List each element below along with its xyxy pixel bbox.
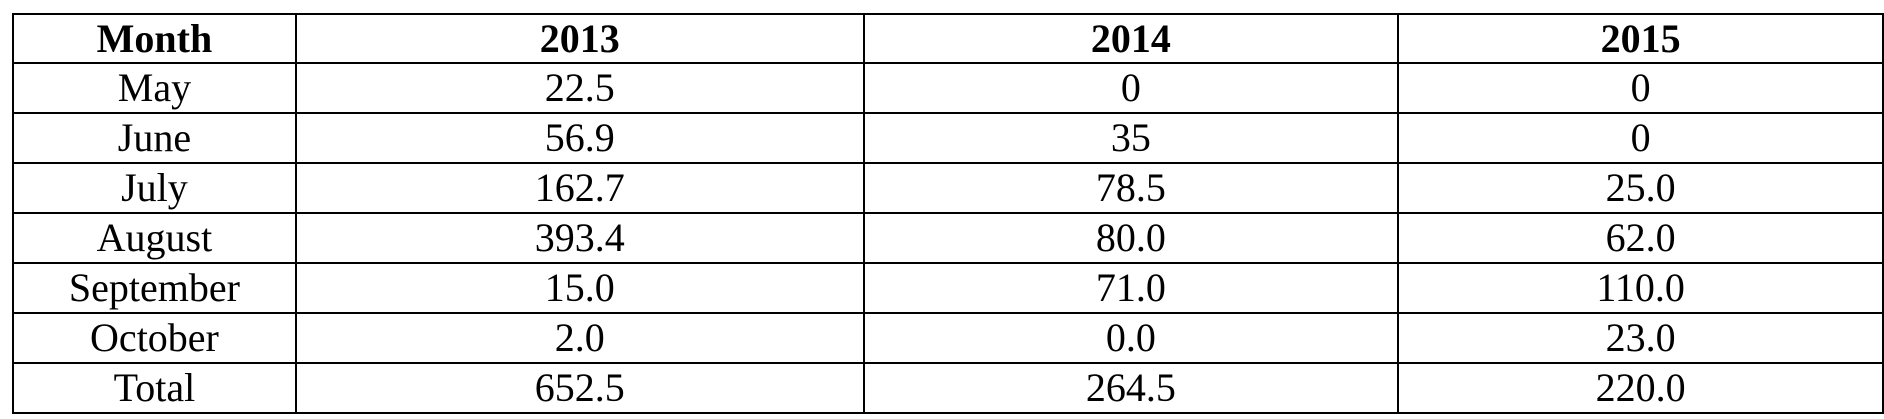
value-cell: 22.5 (294, 62, 865, 114)
header-cell-2014: 2014 (862, 13, 1400, 64)
table-row: July 162.7 78.5 25.0 (12, 162, 1884, 214)
table-row: August 393.4 80.0 62.0 (12, 212, 1884, 264)
value-cell: 62.0 (1397, 212, 1884, 264)
table-header: Month 2013 2014 2015 (12, 13, 1884, 64)
header-row: Month 2013 2014 2015 (12, 13, 1884, 64)
month-cell: September (12, 262, 297, 314)
month-cell: May (12, 62, 297, 114)
header-cell-2015: 2015 (1397, 13, 1884, 64)
value-cell: 35 (862, 112, 1400, 164)
total-label-cell: Total (12, 362, 297, 414)
value-cell: 393.4 (294, 212, 865, 264)
value-cell: 25.0 (1397, 162, 1884, 214)
month-cell: July (12, 162, 297, 214)
data-table: Month 2013 2014 2015 May 22.5 0 0 June 5… (12, 13, 1884, 414)
month-cell: June (12, 112, 297, 164)
value-cell: 0 (1397, 62, 1884, 114)
table-row-total: Total 652.5 264.5 220.0 (12, 362, 1884, 414)
table-row: May 22.5 0 0 (12, 62, 1884, 114)
total-value-cell: 264.5 (862, 362, 1400, 414)
value-cell: 23.0 (1397, 312, 1884, 364)
month-cell: August (12, 212, 297, 264)
month-cell: October (12, 312, 297, 364)
value-cell: 15.0 (294, 262, 865, 314)
value-cell: 110.0 (1397, 262, 1884, 314)
value-cell: 162.7 (294, 162, 865, 214)
value-cell: 56.9 (294, 112, 865, 164)
value-cell: 71.0 (862, 262, 1400, 314)
value-cell: 80.0 (862, 212, 1400, 264)
value-cell: 2.0 (294, 312, 865, 364)
table-row: October 2.0 0.0 23.0 (12, 312, 1884, 364)
value-cell: 0 (862, 62, 1400, 114)
value-cell: 0 (1397, 112, 1884, 164)
total-value-cell: 220.0 (1397, 362, 1884, 414)
header-cell-2013: 2013 (294, 13, 865, 64)
table-body: May 22.5 0 0 June 56.9 35 0 July 162.7 7… (12, 62, 1884, 414)
value-cell: 78.5 (862, 162, 1400, 214)
table-row: September 15.0 71.0 110.0 (12, 262, 1884, 314)
header-cell-month: Month (12, 13, 297, 64)
value-cell: 0.0 (862, 312, 1400, 364)
total-value-cell: 652.5 (294, 362, 865, 414)
table-row: June 56.9 35 0 (12, 112, 1884, 164)
